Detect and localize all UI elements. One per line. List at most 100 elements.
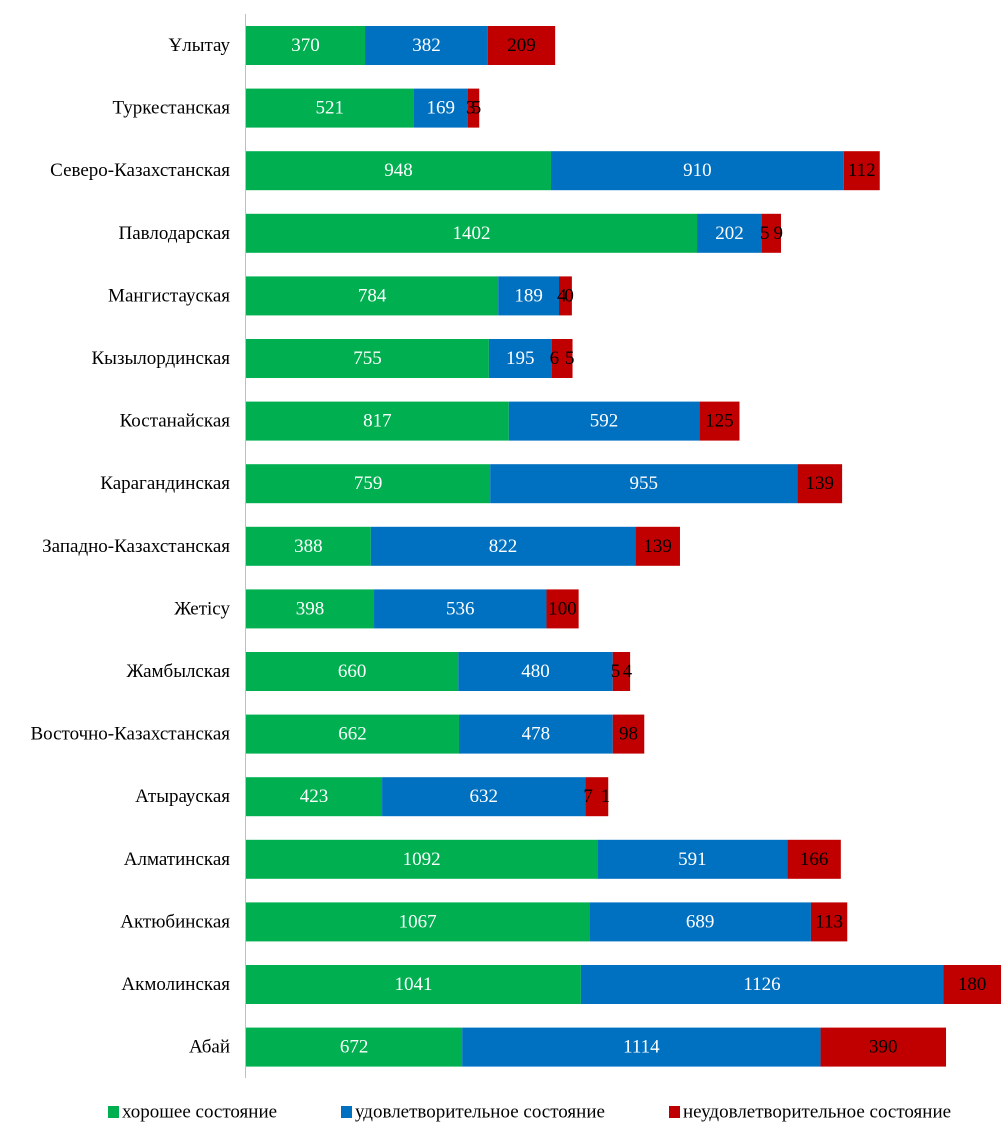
category-label: Карагандинская: [100, 473, 230, 494]
data-label: 1114: [623, 1037, 660, 1058]
category-label: Атырауская: [135, 786, 230, 807]
category-label: Кызылординская: [92, 348, 231, 369]
bar-segment-неудовлетворительное-состояние: [612, 652, 631, 691]
data-label: 169: [427, 98, 456, 119]
data-label: 755: [353, 348, 382, 369]
bar-segment-удовлетворительное-состояние: [697, 213, 763, 253]
data-label: 955: [630, 473, 659, 494]
data-label: 1402: [453, 223, 491, 244]
bar-segment-хорошее-состояние: [246, 151, 551, 191]
data-label: 662: [338, 724, 367, 745]
data-label: 672: [340, 1037, 369, 1058]
category-labels-group: Ұлытау Туркестанская Северо-Казахстанская П…: [30, 35, 230, 1058]
legend-label: хорошее состояние: [122, 1102, 277, 1123]
data-label: 139: [806, 473, 835, 494]
data-label: 113: [815, 911, 843, 932]
category-label: Абай: [189, 1037, 230, 1058]
data-label: 54: [611, 661, 633, 682]
bar-segment-хорошее-состояние: [246, 401, 509, 441]
legend-swatch: [341, 1106, 352, 1118]
bar-segment-неудовлетворительное-состояние: [762, 213, 781, 253]
bar-segment-неудовлетворительное-состояние: [467, 88, 480, 128]
category-label: Мангистауская: [108, 285, 230, 306]
bar-segment-неудовлетворительное-состояние: [546, 589, 579, 629]
bar-segment-хорошее-состояние: [246, 213, 698, 253]
bar-segment-удовлетворительное-состояние: [550, 151, 844, 191]
category-label: Северо-Казахстанская: [50, 160, 230, 181]
data-label: 100: [548, 598, 577, 619]
bar-segment-неудовлетворительное-состояние: [797, 464, 843, 504]
bar-segment-удовлетворительное-состояние: [374, 589, 547, 629]
bar-segment-хорошее-состояние: [246, 714, 459, 754]
data-label: 536: [446, 598, 475, 619]
legend-label: удовлетворительное состояние: [355, 1102, 605, 1123]
data-label: 35: [466, 98, 481, 119]
bar-segment-хорошее-состояние: [246, 526, 371, 566]
bar-segment-удовлетворительное-состояние: [488, 339, 552, 378]
category-label: Акмолинская: [121, 974, 230, 995]
data-label: 370: [291, 35, 320, 56]
data-label: 202: [715, 223, 744, 244]
bar-segment-неудовлетворительное-состояние: [820, 1027, 947, 1067]
data-label: 382: [412, 35, 441, 56]
bar-segment-хорошее-состояние: [246, 965, 581, 1004]
bar-segment-неудовлетворительное-состояние: [810, 902, 848, 942]
data-label: 910: [683, 160, 712, 181]
data-label: 166: [800, 849, 829, 870]
bar-segment-удовлетворительное-состояние: [370, 526, 636, 566]
data-label: 189: [514, 285, 543, 306]
data-label: 1092: [403, 849, 441, 870]
legend-swatch: [669, 1106, 680, 1118]
bar-segment-хорошее-состояние: [246, 276, 499, 316]
data-label: 660: [338, 661, 367, 682]
data-label: 1126: [743, 974, 780, 995]
bar-segment-удовлетворительное-состояние: [589, 902, 811, 942]
bar-segment-удовлетворительное-состояние: [458, 714, 613, 754]
bar-segment-хорошее-состояние: [246, 839, 598, 879]
bar-segment-хорошее-состояние: [246, 26, 366, 65]
bar-segment-удовлетворительное-состояние: [597, 839, 788, 879]
bar-segment-хорошее-состояние: [246, 88, 414, 128]
data-label: 632: [469, 786, 498, 807]
bar-segment-хорошее-состояние: [246, 652, 459, 691]
bar-segment-хорошее-состояние: [246, 777, 383, 817]
data-label: 125: [705, 411, 734, 432]
bar-segment-хорошее-состояние: [246, 339, 489, 378]
data-label: 180: [958, 974, 987, 995]
legend-label: неудовлетворительное состояние: [683, 1102, 951, 1123]
category-label: Туркестанская: [113, 98, 231, 119]
data-label: 817: [363, 411, 392, 432]
data-label: 478: [522, 724, 551, 745]
bar-segment-хорошее-состояние: [246, 464, 491, 504]
data-label: 388: [294, 536, 323, 557]
bar-segment-неудовлетворительное-состояние: [487, 26, 556, 65]
data-label: 40: [557, 285, 574, 306]
data-label: 689: [686, 911, 715, 932]
data-label: 759: [354, 473, 383, 494]
category-label: Западно-Казахстанская: [42, 536, 230, 557]
bar-segment-удовлетворительное-состояние: [508, 401, 700, 441]
bar-segment-хорошее-состояние: [246, 902, 590, 942]
bar-segment-удовлетворительное-состояние: [365, 26, 488, 65]
bar-segment-неудовлетворительное-состояние: [559, 276, 572, 316]
bar-segment-удовлетворительное-состояние: [413, 88, 468, 128]
bar-segment-неудовлетворительное-состояние: [943, 965, 1002, 1004]
legend: хорошее состояние удовлетворительное сост…: [108, 1102, 951, 1123]
data-label: 112: [848, 160, 876, 181]
data-label: 521: [316, 98, 345, 119]
data-label: 423: [300, 786, 329, 807]
category-label: Жетісу: [174, 598, 230, 619]
bar-segment-удовлетворительное-состояние: [490, 464, 798, 504]
data-label: 390: [869, 1037, 898, 1058]
bar-segment-неудовлетворительное-состояние: [635, 526, 680, 566]
category-label: Павлодарская: [119, 223, 231, 244]
bar-segment-неудовлетворительное-состояние: [699, 401, 740, 441]
data-label: 948: [384, 160, 413, 181]
bar-segment-удовлетворительное-состояние: [458, 652, 613, 691]
category-label: Костанайская: [120, 411, 231, 432]
bar-segment-удовлетворительное-состояние: [382, 777, 586, 817]
data-label: 1041: [394, 974, 432, 995]
bar-segment-удовлетворительное-состояние: [462, 1027, 821, 1067]
